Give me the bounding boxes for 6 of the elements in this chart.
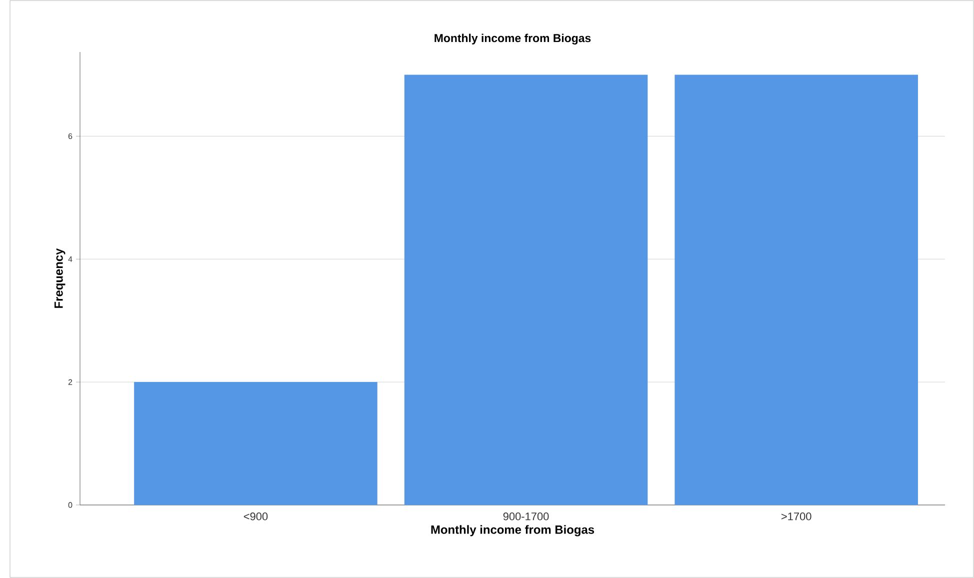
x-tick-label: >1700 xyxy=(781,512,812,520)
x-axis-title: Monthly income from Biogas xyxy=(431,525,594,536)
x-tick-label: <900 xyxy=(244,512,268,520)
x-tick-label: 900-1700 xyxy=(503,512,549,520)
y-axis-title: Frequency xyxy=(54,248,66,308)
chart-title: Monthly income from Biogas xyxy=(434,34,591,44)
